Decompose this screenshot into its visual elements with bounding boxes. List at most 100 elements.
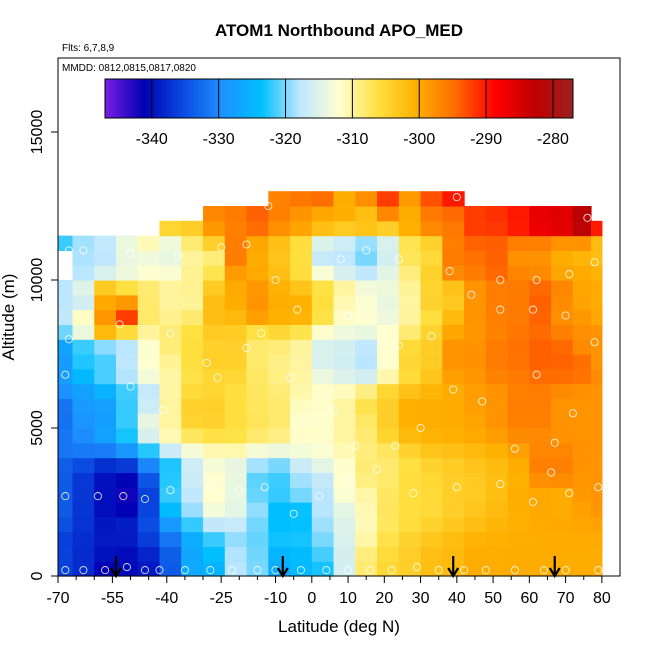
colorbar-swatch [423,79,426,118]
heatmap-cell [551,354,574,370]
heatmap-cell [572,398,592,414]
observation-point [467,290,476,299]
colorbar-swatch [335,79,338,118]
heatmap-cell [420,516,443,533]
observation-point [271,275,280,285]
heatmap-cell [355,531,378,547]
heatmap-cell [116,442,139,459]
observation-point [315,492,324,501]
heatmap-cell [116,235,139,251]
heatmap-cell [203,502,226,518]
heatmap-cell [529,546,552,562]
heatmap-cell [116,398,139,414]
heatmap-cell [94,309,117,325]
colorbar-swatch [443,79,446,118]
heatmap-cell [116,309,139,325]
heatmap-cell [590,383,603,399]
heatmap-cell [94,413,117,429]
heatmap-cell [507,546,530,562]
heatmap-cell [203,457,226,473]
colorbar-swatch [285,79,288,118]
colorbar-swatch [223,79,226,118]
observation-point [286,373,295,382]
heatmap-cell [355,502,378,518]
heatmap-cell [72,428,95,444]
heatmap-cell [420,368,443,385]
heatmap-cell [551,383,574,399]
heatmap-cell [203,250,226,266]
heatmap-cell [590,413,603,429]
observation-point [452,193,461,202]
heatmap-cell [181,250,204,266]
heatmap-cell [137,516,161,533]
heatmap-cell [377,354,400,370]
heatmap-cell [507,368,530,385]
heatmap-cell [464,442,487,459]
heatmap-cell [116,487,139,503]
heatmap-cell [377,368,400,385]
heatmap-cell [224,487,248,503]
observation-point [496,480,505,489]
heatmap-cell [159,235,182,251]
colorbar-swatch [457,79,460,118]
heatmap-cell [572,324,592,340]
heatmap-cell [333,457,356,473]
heatmap-cell [507,265,530,281]
observation-point [119,492,128,501]
colorbar-swatch [259,79,262,118]
heatmap-cell [268,398,291,414]
heatmap-cell [529,383,552,399]
heatmap-cell [72,324,95,340]
heatmap-cell [572,457,592,473]
heatmap-cell [311,191,335,207]
observation-point [336,255,345,264]
colorbar-swatch [403,79,406,118]
heatmap-cell [181,235,204,251]
heatmap-cell [290,265,313,281]
colorbar-swatch [439,79,442,118]
colorbar-swatch [331,79,334,118]
heatmap-cell [181,309,204,325]
heatmap-cell [507,324,530,340]
observation-point [206,483,215,492]
heatmap-cell [246,428,269,444]
observation-point [344,566,353,575]
colorbar-swatch [137,79,140,118]
heatmap-cell [333,398,356,414]
heatmap-cell [246,265,269,281]
heatmap-cell [203,235,226,251]
heatmap-cell [377,220,400,237]
heatmap-cell [311,413,335,429]
colorbar-swatch [173,79,176,118]
colorbar-swatch [279,79,282,118]
colorbar-swatch [523,79,526,118]
colorbar-swatch [477,79,480,118]
heatmap-cell [159,354,182,370]
colorbar-swatch [251,79,254,118]
observation-point [496,305,505,314]
heatmap-cell [442,502,465,518]
heatmap-cell [137,442,161,459]
heatmap-cell [590,502,603,518]
heatmap-cell [116,516,139,533]
observation-point [583,213,592,222]
heatmap-cell [203,206,226,222]
colorbar-swatch [161,79,164,118]
colorbar-swatch [533,79,536,118]
colorbar-swatch [301,79,304,118]
heatmap-cell [572,220,592,237]
heatmap-cell [507,487,530,503]
heatmap-cell [116,368,139,385]
observation-point [568,409,577,418]
heatmap-cell [181,354,204,370]
heatmap-cell [572,413,592,429]
heatmap-cell [464,546,487,562]
heatmap-cell [442,206,465,222]
heatmap-cell [72,265,95,281]
heatmap-cell [268,339,291,355]
heatmap-cell [290,546,313,562]
heatmap-cell [137,398,161,414]
colorbar-swatch [483,79,486,118]
heatmap-cell [529,265,552,281]
colorbar-swatch [469,79,472,118]
